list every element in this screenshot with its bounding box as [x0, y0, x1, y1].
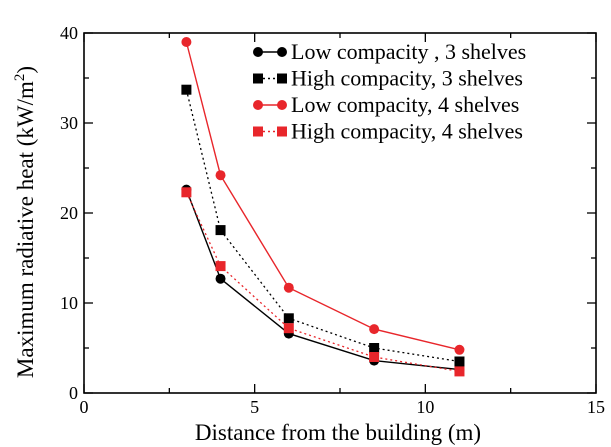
- x-tick-label: 10: [416, 397, 434, 417]
- legend-marker: [277, 126, 287, 137]
- y-tick-label: 0: [69, 383, 78, 403]
- data-point: [215, 170, 226, 181]
- legend-item: High compacity, 3 shelves: [253, 66, 523, 91]
- data-point: [181, 37, 192, 47]
- y-tick-label: 10: [60, 293, 78, 313]
- series-line: [185, 189, 460, 371]
- y-tick-label: 30: [60, 113, 78, 133]
- legend-item: High compacity, 4 shelves: [253, 119, 523, 144]
- legend-label: High compacity, 3 shelves: [291, 66, 523, 91]
- axis-ticks: 0 5 10 15 0 10 20 30 40: [60, 23, 605, 417]
- series-1: [181, 184, 465, 375]
- legend-marker: [253, 100, 263, 110]
- series-4: [181, 187, 465, 377]
- y-axis-title: Maximum radiative heat (kW/m2): [12, 66, 38, 378]
- legend-marker: [253, 126, 263, 137]
- data-point: [369, 324, 380, 335]
- data-point: [283, 282, 294, 293]
- legend-item: Low compacity , 3 shelves: [253, 39, 526, 64]
- data-point: [215, 273, 226, 284]
- data-point: [369, 352, 380, 362]
- x-tick-label: 5: [250, 397, 259, 417]
- data-point: [215, 225, 226, 236]
- series-3: [181, 37, 465, 355]
- data-point: [454, 366, 465, 377]
- data-point: [369, 343, 380, 353]
- x-tick-label: 0: [80, 397, 89, 417]
- series-layer: [181, 37, 465, 377]
- data-point: [454, 344, 465, 355]
- y-axis-title-main: Maximum radiative heat (kW/m: [13, 81, 38, 378]
- data-point: [283, 323, 294, 334]
- data-point: [454, 356, 465, 367]
- y-tick-label: 40: [60, 23, 78, 43]
- legend-marker: [253, 47, 263, 57]
- legend-marker: [277, 47, 287, 57]
- legend-label: Low compacity , 3 shelves: [291, 39, 526, 64]
- data-point: [283, 313, 294, 324]
- data-point: [181, 84, 192, 95]
- y-tick-label: 20: [60, 203, 78, 223]
- legend-item: Low compacity, 4 shelves: [253, 92, 519, 117]
- x-axis-title: Distance from the building (m): [195, 420, 481, 445]
- data-point: [181, 187, 192, 198]
- legend-marker: [277, 73, 287, 84]
- legend-marker: [277, 100, 287, 110]
- data-point: [215, 261, 226, 272]
- y-axis-title-exponent: 2: [12, 74, 28, 82]
- series-2: [181, 84, 465, 367]
- legend-marker: [253, 73, 263, 84]
- y-axis-title-close: ): [13, 66, 38, 74]
- legend-label: High compacity, 4 shelves: [291, 119, 523, 144]
- legend-label: Low compacity, 4 shelves: [291, 92, 519, 117]
- x-tick-label: 15: [587, 397, 605, 417]
